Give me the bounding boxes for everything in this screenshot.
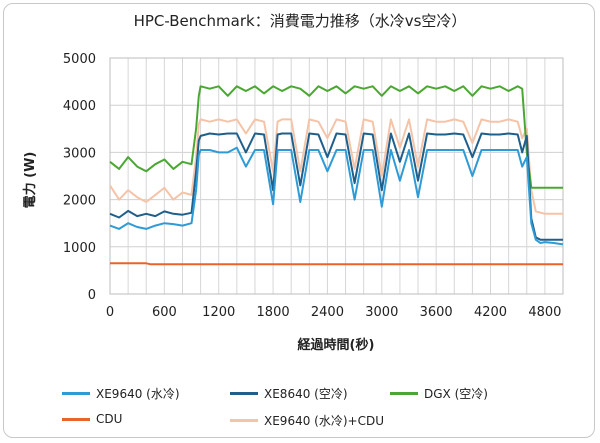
y-tick-label: 4000 (63, 99, 96, 114)
series-line-1 (109, 132, 563, 241)
series-line-0 (109, 146, 564, 246)
legend-swatch (62, 417, 90, 421)
series-line-3 (110, 262, 563, 266)
x-tick-label: 600 (152, 305, 177, 320)
x-axis-label: 経過時間(秒) (298, 337, 375, 353)
y-tick-label: 0 (88, 288, 96, 303)
x-tick-label: 1800 (257, 305, 290, 320)
legend-item-dgx-air: DGX (空冷) (390, 385, 488, 402)
legend-item-xe9640-cdu: XE9640 (水冷)+CDU (230, 412, 384, 429)
legend-label: XE9640 (水冷)+CDU (264, 414, 384, 428)
series-lines (109, 85, 564, 266)
series-line-2 (109, 85, 563, 189)
y-tick-label: 2000 (63, 194, 96, 209)
y-tick-label: 3000 (63, 146, 96, 161)
x-tick-label: 0 (106, 305, 114, 320)
legend-label: DGX (空冷) (424, 387, 488, 401)
legend-swatch (230, 392, 258, 395)
chart-frame (3, 3, 595, 438)
legend-swatch (62, 392, 90, 395)
x-tick-label: 3600 (420, 305, 453, 320)
legend-label: XE9640 (水冷) (96, 387, 180, 401)
x-tick-label: 3000 (365, 305, 398, 320)
legend-swatch (390, 392, 418, 395)
series-line-4 (109, 118, 563, 215)
legend-item-xe8640-air: XE8640 (空冷) (230, 385, 348, 402)
tick-labels: 0 1000 2000 3000 4000 5000 0 600 1200 1800 2400 300… (63, 52, 562, 320)
x-tick-label: 2400 (311, 305, 344, 320)
x-tick-label: 1200 (202, 305, 235, 320)
grid (109, 57, 564, 295)
legend-item-cdu: CDU (62, 412, 122, 426)
legend-swatch (230, 419, 258, 422)
x-tick-label: 4800 (528, 305, 561, 320)
y-tick-label: 5000 (63, 52, 96, 67)
x-tick-label: 4200 (474, 305, 507, 320)
legend-label: CDU (96, 412, 123, 426)
legend: XE9640 (水冷) XE8640 (空冷) DGX (空冷) CDU XE9… (0, 375, 600, 435)
y-tick-label: 1000 (63, 241, 96, 256)
y-axis-label: 電力 (W) (22, 152, 38, 209)
chart-title: HPC-Benchmark：消費電力推移（水冷vs空冷） (134, 12, 467, 30)
legend-item-xe9640-water: XE9640 (水冷) (62, 385, 180, 402)
plot-area-border (109, 57, 564, 295)
legend-label: XE8640 (空冷) (264, 387, 348, 401)
